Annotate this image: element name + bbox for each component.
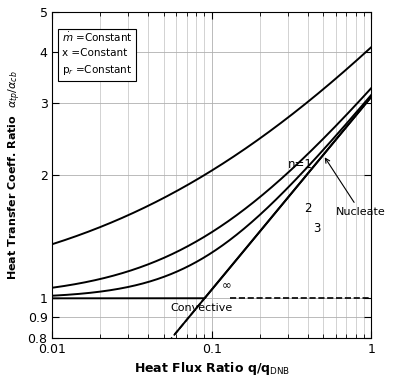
Text: 3: 3 — [313, 222, 320, 235]
Text: n=1: n=1 — [288, 157, 313, 170]
Text: Convective: Convective — [170, 303, 232, 313]
Text: $\infty$: $\infty$ — [221, 278, 232, 291]
Text: 2: 2 — [304, 202, 312, 215]
Text: Nucleate: Nucleate — [325, 158, 386, 217]
X-axis label: Heat Flux Ratio q/q$_{\rm DNB}$: Heat Flux Ratio q/q$_{\rm DNB}$ — [134, 360, 290, 377]
Text: $\dot{m}$ =Constant
x =Constant
p$_r$ =Constant: $\dot{m}$ =Constant x =Constant p$_r$ =C… — [62, 31, 133, 77]
Y-axis label: Heat Transfer Coeff. Ratio  $\alpha_{tp}/\alpha_{cb}$: Heat Transfer Coeff. Ratio $\alpha_{tp}/… — [7, 70, 23, 280]
